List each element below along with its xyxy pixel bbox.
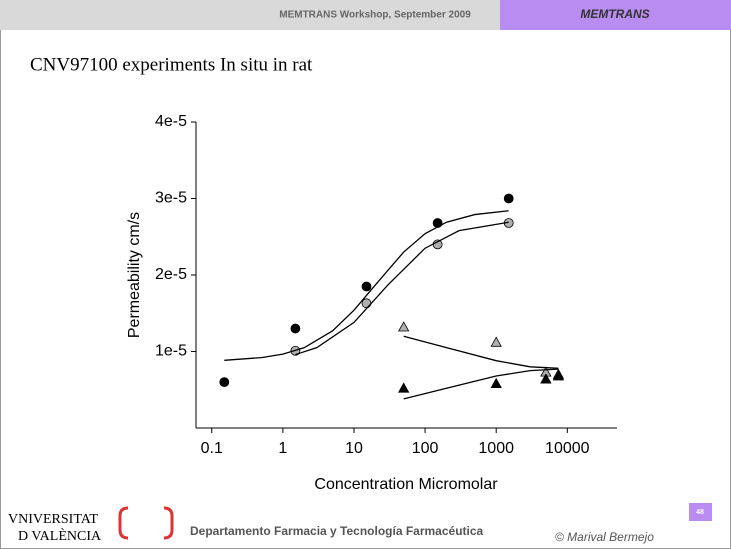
- header-bar: [0, 0, 500, 30]
- x-axis-label: Concentration Micromolar: [314, 476, 498, 493]
- x-tick-label: 10000: [545, 440, 590, 457]
- point: [290, 323, 301, 334]
- header-brand-box: [500, 0, 731, 30]
- chart-title: CNV97100 experiments In situ in rat: [30, 54, 313, 75]
- point: [552, 370, 565, 381]
- x-tick-label: 10: [345, 440, 363, 457]
- fit-line: [224, 210, 509, 361]
- y-tick-label: 3e-5: [155, 190, 187, 207]
- y-tick-label: 2e-5: [155, 266, 187, 283]
- x-tick-label: 0.1: [201, 440, 223, 457]
- point: [490, 377, 502, 389]
- fit-line: [403, 335, 559, 369]
- author: © Marival Bermejo: [555, 530, 654, 544]
- y-tick-label: 4e-5: [155, 113, 187, 130]
- point: [503, 193, 514, 204]
- y-tick-label: 1e-5: [155, 343, 187, 360]
- fit-line: [403, 368, 559, 400]
- point: [361, 298, 372, 309]
- x-tick-label: 1: [278, 440, 287, 457]
- point: [398, 382, 410, 393]
- x-tick-label: 100: [412, 440, 439, 457]
- header-brand: MEMTRANS: [580, 7, 649, 21]
- point: [432, 218, 443, 228]
- logo-brackets: [118, 506, 174, 540]
- header-workshop: MEMTRANS Workshop, September 2009: [279, 10, 471, 21]
- x-tick-label: 1000: [478, 440, 514, 457]
- page-box: [689, 503, 712, 521]
- point: [361, 281, 372, 292]
- point: [490, 336, 502, 347]
- fit-line: [295, 221, 509, 356]
- point: [398, 321, 410, 332]
- university-line2: D VALÈNCIA: [18, 527, 102, 544]
- footer: VNIVERSITAT D VALÈNCIA Departamento Farm…: [8, 503, 712, 544]
- point: [540, 373, 552, 384]
- y-axis-label: Permeability cm/s: [126, 212, 143, 338]
- department: Departamento Farmacia y Tecnología Farma…: [190, 524, 484, 538]
- page-number: 48: [696, 509, 704, 516]
- point: [219, 377, 230, 388]
- university-line1: VNIVERSITAT: [8, 512, 98, 527]
